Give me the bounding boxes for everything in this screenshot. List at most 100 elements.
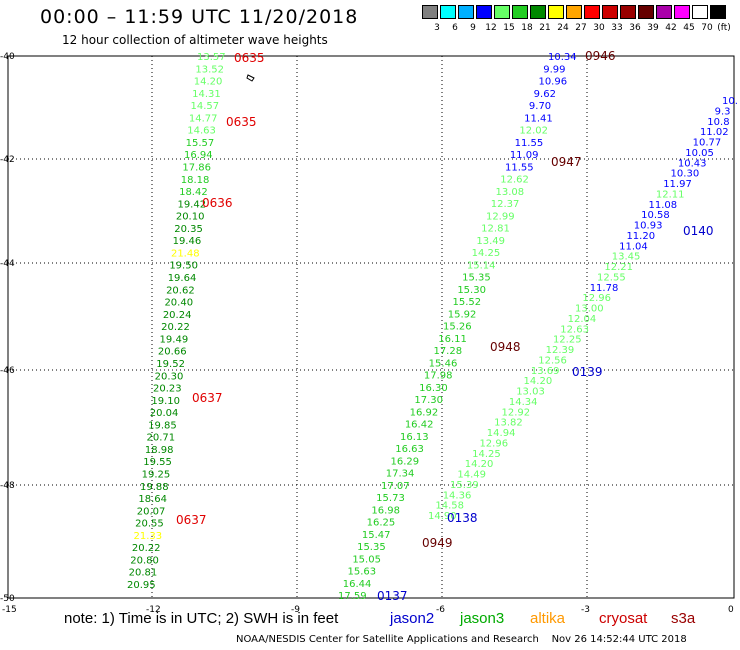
map-title: 00:00 – 11:59 UTC 11/20/2018 [40,6,359,28]
swh-value: 13.52 [195,64,224,75]
lon-tick-label: -9 [291,605,300,615]
swh-value: 9.62 [534,89,556,100]
swh-value: 14.90 [428,511,457,522]
legend-swatch [602,5,618,19]
swh-value: 20.23 [153,384,182,395]
legend-label: 70 [701,23,713,33]
swh-value: 11.08 [649,200,678,211]
time-label: 0947 [551,155,582,169]
swh-value: 9.70 [529,101,551,112]
swh-value: 14.63 [187,126,216,137]
swh-value: 18.18 [181,175,210,186]
swh-value: 14.31 [192,89,221,100]
swh-value: 20.81 [129,568,158,579]
legend-swatch [530,5,546,19]
swh-value: 14.20 [194,77,223,88]
swh-value: 17.98 [424,371,453,382]
swh-value: 20.30 [155,371,184,382]
legend-label: 39 [647,23,659,33]
swh-value: 14.94 [487,428,516,439]
swh-value: 21.48 [171,248,200,259]
swh-value: 16.13 [400,432,429,443]
swh-value: 14.20 [465,459,494,470]
swh-value: 11.97 [663,179,692,190]
swh-value: 17.30 [414,395,443,406]
swh-value: 15.14 [467,260,496,271]
legend-label: 6 [452,23,458,33]
swh-value: 14.49 [457,470,486,481]
swh-value: 20.55 [135,519,164,530]
swh-value: 19.50 [169,261,198,272]
swh-value: 15.73 [376,493,405,504]
swh-value: 12.11 [656,189,685,200]
swh-value: 20.71 [147,433,176,444]
swh-value: 12.96 [479,438,508,449]
legend-swatch [494,5,510,19]
map-subtitle: 12 hour collection of altimeter wave hei… [62,33,328,47]
swh-value: 13.03 [516,387,545,398]
swh-value: 17.34 [386,469,415,480]
time-label: 0138 [447,511,478,525]
legend-swatch [638,5,654,19]
swh-value: 10.93 [634,221,663,232]
legend-label: 33 [611,23,623,33]
swh-value: 13.57 [197,52,226,63]
swh-value: 12.02 [519,126,548,137]
swh-value: 11.04 [619,241,648,252]
swh-value: 14.36 [443,490,472,501]
legend-label: 24 [557,23,569,33]
swh-value: 10.34 [548,52,577,63]
swh-value: 21.33 [134,531,163,542]
legend-swatch [656,5,672,19]
swh-value: 15.47 [362,530,391,541]
time-label: 0635 [226,115,257,129]
swh-value: 10.05 [685,148,714,159]
swh-value: 14.77 [189,113,218,124]
swh-value: 10.58 [641,210,670,221]
swh-value: 12.92 [502,407,531,418]
footer-note: note: 1) Time is in UTC; 2) SWH is in fe… [64,610,339,627]
swh-value: 19.55 [143,457,172,468]
swh-value: 20.07 [137,506,166,517]
swh-value: 12.55 [597,272,626,283]
swh-value: 10.96 [538,77,567,88]
swh-value: 10.8 [707,117,729,128]
swh-value: 12.62 [500,175,529,186]
legend-label: 15 [503,23,515,33]
swh-value: 12.39 [546,345,575,356]
credit-line: NOAA/NESDIS Center for Satellite Applica… [236,634,687,645]
swh-value: 19.10 [151,396,180,407]
lon-tick-label: -3 [581,605,590,615]
legend-label: 36 [629,23,641,33]
swh-value: 12.04 [568,314,597,325]
lat-tick-label: -42 [0,155,15,165]
swh-value: 12.37 [491,199,520,210]
swh-value: 16.44 [343,579,372,590]
swh-value: 19.42 [177,199,206,210]
swh-value: 16.92 [410,407,439,418]
swh-value: 12.63 [560,324,589,335]
swh-value: 13.45 [612,252,641,263]
legend-swatch [710,5,726,19]
swh-value: 16.63 [395,444,424,455]
swh-value: 15.35 [357,542,386,553]
sat-s3a: s3a [671,610,696,627]
swh-value: 17.07 [381,481,410,492]
swh-value: 18.98 [145,445,174,456]
swh-value: 19.64 [168,273,197,284]
legend-label: 30 [593,23,605,33]
swh-value: 20.22 [161,322,190,333]
legend-swatch [566,5,582,19]
swh-value: 13.08 [496,187,525,198]
swh-value: 19.46 [173,236,202,247]
swh-value: 20.24 [163,310,192,321]
swh-value: 15.26 [443,322,472,333]
swh-value: 15.46 [429,358,458,369]
swh-value: 11.09 [510,150,539,161]
swh-value: 15.30 [457,285,486,296]
time-label: 0139 [572,365,603,379]
swh-value: 19.25 [142,469,171,480]
swh-value: 13.49 [476,236,505,247]
swh-value: 17.28 [433,346,462,357]
